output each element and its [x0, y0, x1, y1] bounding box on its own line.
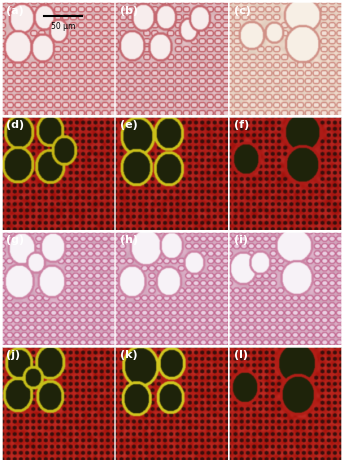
Text: (l): (l) — [234, 350, 248, 360]
Text: (b): (b) — [120, 6, 138, 16]
Text: (g): (g) — [6, 235, 24, 245]
Text: (h): (h) — [120, 235, 138, 245]
Text: (i): (i) — [234, 235, 248, 245]
Text: (c): (c) — [234, 6, 251, 16]
Text: (j): (j) — [6, 350, 20, 360]
Text: (k): (k) — [120, 350, 138, 360]
Text: (f): (f) — [234, 121, 249, 130]
Text: 50 μm: 50 μm — [51, 22, 75, 30]
Text: (d): (d) — [6, 121, 24, 130]
Text: (a): (a) — [6, 6, 24, 16]
Text: (e): (e) — [120, 121, 138, 130]
